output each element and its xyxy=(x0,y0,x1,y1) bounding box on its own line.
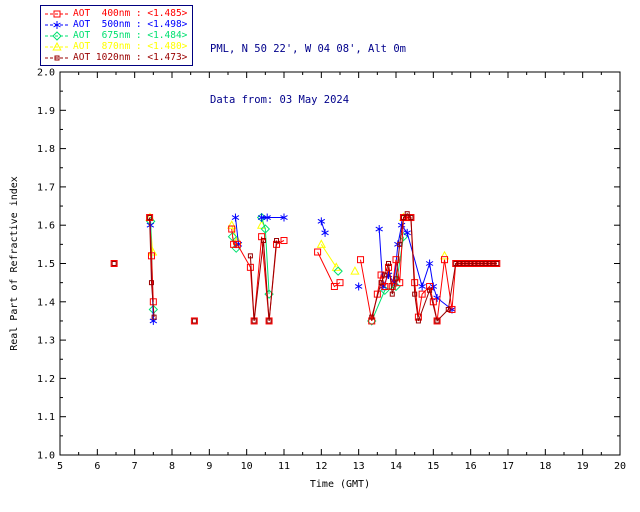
legend-item: AOT 675nm : <1.484> xyxy=(44,30,187,41)
svg-text:1.4: 1.4 xyxy=(37,297,55,308)
svg-text:12: 12 xyxy=(315,461,327,472)
svg-text:10: 10 xyxy=(241,461,253,472)
series-aot-1020nm xyxy=(111,211,500,324)
svg-text:1.2: 1.2 xyxy=(37,374,55,385)
legend-item: AOT 1020nm : <1.473> xyxy=(44,52,187,63)
legend-label: AOT 675nm : <1.484> xyxy=(73,30,188,41)
svg-text:1.9: 1.9 xyxy=(37,106,55,117)
series-aot-500nm xyxy=(146,213,456,325)
legend-marker-asterisk xyxy=(45,20,69,29)
data-date: Data from: 03 May 2024 xyxy=(210,94,350,106)
svg-text:1.0: 1.0 xyxy=(37,451,55,462)
legend-item: AOT 870nm : <1.480> xyxy=(44,41,187,52)
svg-text:16: 16 xyxy=(465,461,477,472)
legend-marker-square xyxy=(45,10,69,17)
legend-label: AOT 870nm : <1.480> xyxy=(73,41,188,52)
svg-text:Real Part of Refractive index: Real Part of Refractive index xyxy=(9,176,20,351)
svg-text:11: 11 xyxy=(278,461,290,472)
station-header: PML, N 50 22', W 04 08', Alt 0m Data fro… xyxy=(210,7,406,143)
svg-text:Time (GMT): Time (GMT) xyxy=(310,479,370,490)
svg-text:1.1: 1.1 xyxy=(37,412,55,423)
legend-item: AOT 400nm : <1.485> xyxy=(44,8,187,19)
svg-text:1.3: 1.3 xyxy=(37,336,55,347)
svg-text:13: 13 xyxy=(353,461,365,472)
svg-text:8: 8 xyxy=(169,461,175,472)
series-aot-400nm xyxy=(110,214,501,325)
legend: AOT 400nm : <1.485> AOT 500nm : <1.498> AO… xyxy=(40,5,194,66)
svg-text:20: 20 xyxy=(614,461,626,472)
legend-label: AOT 400nm : <1.485> xyxy=(73,8,188,19)
svg-text:18: 18 xyxy=(539,461,551,472)
svg-text:6: 6 xyxy=(94,461,100,472)
legend-item: AOT 500nm : <1.498> xyxy=(44,19,187,30)
legend-marker-diamond xyxy=(45,30,69,41)
svg-text:17: 17 xyxy=(502,461,514,472)
svg-text:2.0: 2.0 xyxy=(37,68,55,79)
legend-marker-triangle xyxy=(45,41,69,50)
svg-text:7: 7 xyxy=(132,461,138,472)
svg-text:1.7: 1.7 xyxy=(37,182,55,193)
legend-marker-small-square xyxy=(45,55,69,60)
svg-text:19: 19 xyxy=(577,461,589,472)
legend-label: AOT 1020nm : <1.473> xyxy=(73,52,188,63)
legend-label: AOT 500nm : <1.498> xyxy=(73,19,188,30)
svg-text:1.8: 1.8 xyxy=(37,144,55,155)
svg-text:1.5: 1.5 xyxy=(37,259,55,270)
svg-text:14: 14 xyxy=(390,461,402,472)
svg-text:15: 15 xyxy=(427,461,439,472)
svg-text:9: 9 xyxy=(206,461,212,472)
svg-text:1.6: 1.6 xyxy=(37,221,55,232)
station-info: PML, N 50 22', W 04 08', Alt 0m xyxy=(210,43,406,55)
series-aot-675nm xyxy=(146,212,409,326)
svg-text:5: 5 xyxy=(57,461,63,472)
